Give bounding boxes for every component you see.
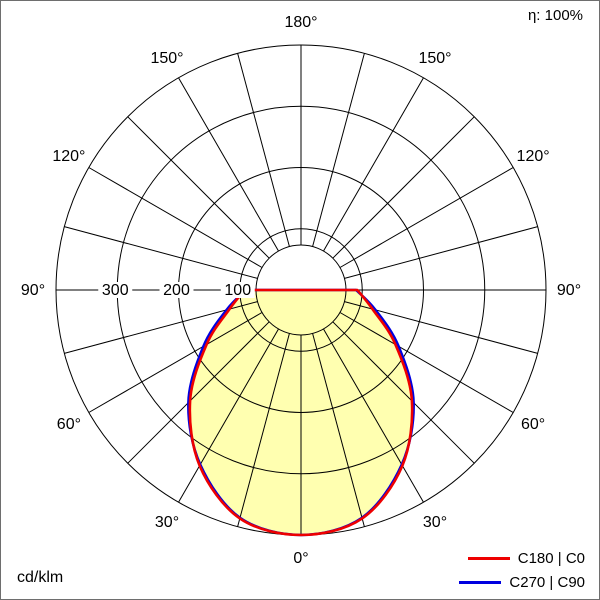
radial-tick-label-300: 300 bbox=[102, 282, 129, 299]
angle-label-120: 120° bbox=[517, 148, 550, 165]
grid-spoke bbox=[332, 321, 475, 464]
angle-label-180: 180° bbox=[284, 14, 317, 31]
grid-spoke bbox=[332, 116, 475, 259]
grid-spoke bbox=[127, 321, 270, 464]
legend-item-c90: C270 | C90 bbox=[459, 573, 585, 591]
grid-spoke bbox=[312, 333, 365, 527]
unit-label: cd/klm bbox=[17, 569, 64, 586]
legend-line-c0 bbox=[467, 556, 510, 560]
legend: C180 | C0 C270 | C90 bbox=[459, 549, 585, 591]
angle-label-60: 60° bbox=[521, 416, 545, 433]
radial-tick-bg bbox=[98, 282, 133, 298]
angle-label-150: 150° bbox=[150, 50, 183, 67]
angle-label-90: 90° bbox=[557, 282, 581, 299]
angle-label-120: 120° bbox=[52, 148, 85, 165]
radial-tick-bg bbox=[220, 282, 255, 298]
grid-spoke bbox=[312, 53, 365, 247]
legend-line-c90 bbox=[459, 580, 502, 584]
grid-spoke bbox=[237, 53, 290, 247]
angle-label-60: 60° bbox=[57, 416, 81, 433]
grid-spoke bbox=[344, 226, 538, 279]
grid-spoke bbox=[237, 333, 290, 527]
angle-label-150: 150° bbox=[418, 50, 451, 67]
legend-label-c0: C180 | C0 bbox=[517, 549, 585, 567]
radial-tick-label-100: 100 bbox=[224, 282, 251, 299]
grid-spoke bbox=[127, 116, 270, 259]
grid-spoke bbox=[339, 167, 514, 268]
radial-tick-bg bbox=[159, 282, 194, 298]
angle-label-30: 30° bbox=[155, 514, 179, 531]
radial-tick-label-200: 200 bbox=[163, 282, 190, 299]
angle-label-0: 0° bbox=[293, 550, 308, 567]
grid-spoke bbox=[88, 167, 263, 268]
legend-item-c0: C180 | C0 bbox=[467, 549, 585, 567]
grid-spoke bbox=[178, 77, 279, 252]
grid-spoke bbox=[64, 226, 258, 279]
grid-spoke bbox=[178, 328, 279, 503]
efficiency-label: η: 100% bbox=[527, 7, 583, 24]
grid-spoke bbox=[323, 328, 424, 503]
curve-c180-c0 bbox=[188, 288, 414, 537]
angle-label-30: 30° bbox=[423, 514, 447, 531]
grid-spoke bbox=[88, 312, 263, 413]
grid-spoke bbox=[323, 77, 424, 252]
legend-label-c90: C270 | C90 bbox=[509, 573, 585, 591]
angle-label-90: 90° bbox=[21, 282, 45, 299]
grid-spoke bbox=[339, 312, 514, 413]
